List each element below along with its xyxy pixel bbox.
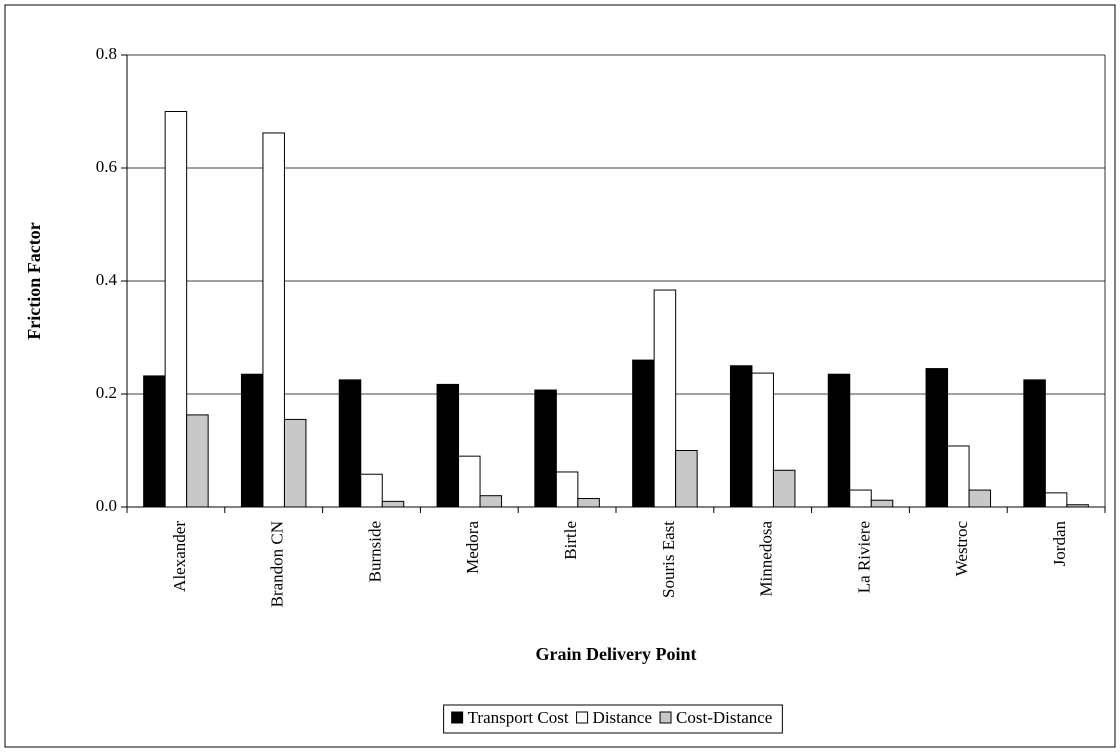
- bar: [827, 373, 851, 508]
- bar: [653, 289, 677, 508]
- x-tick-label: Souris East: [659, 521, 678, 598]
- bar: [1044, 492, 1068, 508]
- bar: [925, 368, 949, 508]
- bar: [360, 473, 383, 508]
- legend-swatch: [576, 711, 589, 724]
- x-axis-title: Grain Delivery Point: [536, 644, 697, 664]
- bar: [968, 489, 992, 508]
- y-tick-label: 0.6: [96, 157, 117, 176]
- x-tick-label: Jordan: [1050, 521, 1069, 567]
- legend-box: [443, 704, 783, 734]
- legend-label: Cost-Distance: [676, 708, 772, 727]
- legend-swatch: [451, 711, 464, 724]
- x-tick-label: Westroc: [952, 521, 971, 577]
- bar: [632, 359, 655, 508]
- x-tick-label: Burnside: [365, 521, 384, 582]
- legend-label: Transport Cost: [468, 708, 569, 727]
- bar: [143, 375, 166, 508]
- x-tick-label: La Riviere: [854, 521, 873, 593]
- bar: [1023, 379, 1046, 508]
- y-axis-title: Friction Factor: [24, 222, 44, 339]
- x-tick-label: Alexander: [170, 521, 189, 592]
- y-tick-label: 0.0: [96, 496, 117, 515]
- bar: [772, 469, 796, 508]
- chart-frame: [4, 4, 1116, 748]
- bar: [262, 132, 285, 508]
- bar: [751, 372, 774, 508]
- legend-label: Distance: [593, 708, 652, 727]
- x-tick-label: Birtle: [561, 521, 580, 560]
- bar: [381, 500, 405, 508]
- bar: [577, 498, 600, 508]
- bar: [947, 445, 970, 508]
- y-tick-label: 0.8: [96, 44, 117, 63]
- bar: [436, 383, 460, 508]
- x-tick-label: Brandon CN: [268, 521, 287, 607]
- bar: [479, 495, 503, 508]
- bar: [458, 455, 481, 508]
- legend-swatch: [659, 711, 672, 724]
- bar: [534, 389, 557, 508]
- bar: [555, 471, 579, 508]
- bar: [675, 450, 698, 508]
- bar: [283, 418, 307, 508]
- bar: [240, 373, 264, 508]
- bar: [870, 499, 894, 508]
- bar: [338, 379, 362, 508]
- bar: [164, 111, 188, 508]
- x-tick-label: Medora: [463, 521, 482, 574]
- bar: [729, 365, 753, 508]
- y-tick-label: 0.2: [96, 383, 117, 402]
- bar: [186, 414, 209, 508]
- legend: Transport Cost Distance Cost-Distance: [443, 704, 783, 734]
- x-tick-label: Minnedosa: [757, 521, 776, 597]
- bar: [849, 489, 872, 508]
- y-tick-label: 0.4: [96, 270, 118, 289]
